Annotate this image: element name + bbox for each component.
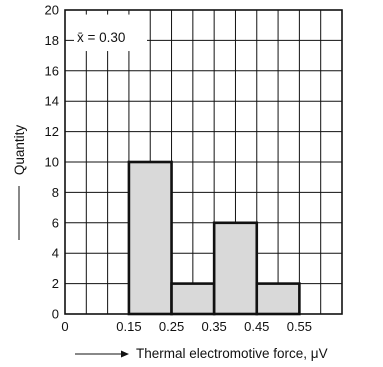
- y-tick-label: 8: [52, 185, 59, 200]
- mean-annotation-bg: [74, 14, 147, 52]
- x-tick-label: 0.25: [159, 319, 184, 334]
- y-tick-label: 20: [45, 3, 59, 18]
- histogram-bar-1: [127, 160, 173, 316]
- x-axis-title: Thermal electromotive force, μV: [136, 346, 328, 361]
- y-tick-label: 2: [52, 276, 59, 291]
- y-tick-label: 10: [45, 155, 59, 170]
- y-tick-label: 4: [52, 246, 59, 261]
- x-tick-label: 0.55: [287, 319, 312, 334]
- y-tick-label: 6: [52, 215, 59, 230]
- x-tick-label: 0.35: [201, 319, 226, 334]
- histogram-bar-4: [255, 282, 301, 316]
- x-axis-title-arrowhead: [121, 350, 129, 358]
- bars-layer: [127, 160, 301, 316]
- y-tick-label: 12: [45, 124, 59, 139]
- y-axis-title: Quantity: [12, 125, 27, 176]
- y-tick-label: 16: [45, 63, 59, 78]
- y-tick-label: 14: [45, 94, 59, 109]
- plot-frame: [64, 9, 343, 315]
- histogram-bar-2: [170, 282, 216, 316]
- y-tick-label: 18: [45, 33, 59, 48]
- x-tick-label: 0.15: [116, 319, 141, 334]
- x-tick-label: 0: [61, 319, 68, 334]
- grid-layer: [65, 10, 342, 314]
- mean-annotation: x̄ = 0.30: [77, 30, 125, 45]
- y-tick-labels: 0 2 4 6 8 10 12 14 16 18 20: [45, 3, 59, 322]
- histogram-bar-3: [212, 221, 259, 316]
- y-tick-label: 0: [52, 307, 59, 322]
- x-tick-labels: 0 0.15 0.25 0.35 0.45 0.55: [61, 319, 312, 334]
- x-tick-label: 0.45: [244, 319, 269, 334]
